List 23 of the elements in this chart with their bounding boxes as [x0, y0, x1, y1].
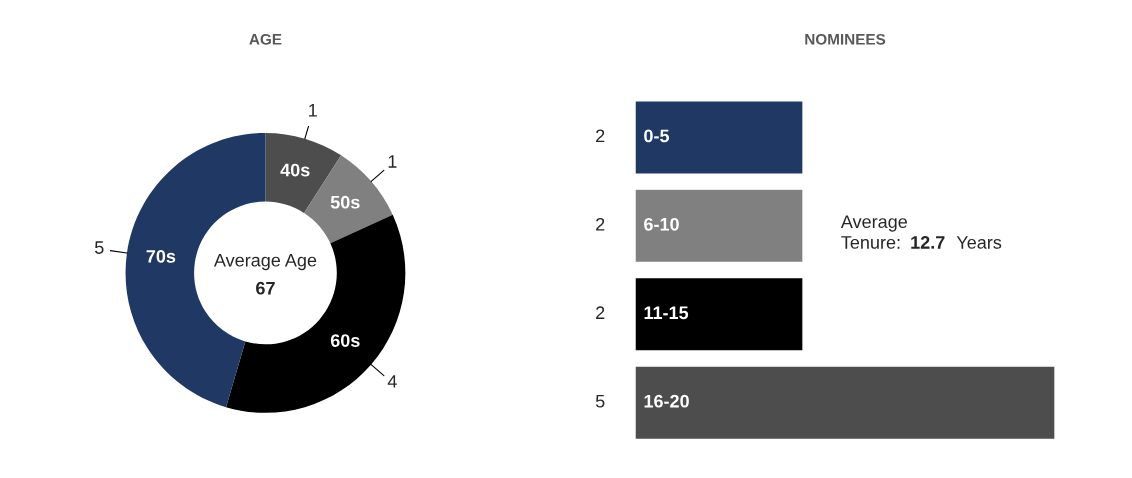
text: 67	[256, 281, 275, 295]
annotation: 12.7	[911, 236, 945, 249]
data-label: 5	[94, 241, 104, 254]
slice-label: 40s	[280, 163, 310, 177]
category-label: 0-5	[644, 129, 670, 143]
data-label: 2	[596, 129, 605, 143]
slice-label: 60s	[330, 334, 360, 347]
data-label: 5	[595, 394, 605, 408]
slice-label: 70s	[146, 249, 176, 263]
chart-title: NOMINEES	[805, 33, 886, 45]
slice-label: 50s	[330, 195, 360, 209]
chart-title: AGE	[249, 33, 282, 45]
text: Average Age	[213, 253, 317, 271]
data-label: 1	[309, 104, 317, 117]
category-label: 16-20	[644, 394, 689, 408]
category-label: 11-15	[644, 306, 689, 320]
data-label: 1	[388, 155, 397, 168]
category-label: 6-10	[644, 217, 679, 231]
data-label: 2	[596, 217, 605, 231]
annotation: Average Tenure:	[840, 215, 907, 249]
data-label: 2	[596, 306, 605, 319]
data-label: 4	[387, 375, 397, 388]
annotation: Years	[956, 236, 1002, 249]
